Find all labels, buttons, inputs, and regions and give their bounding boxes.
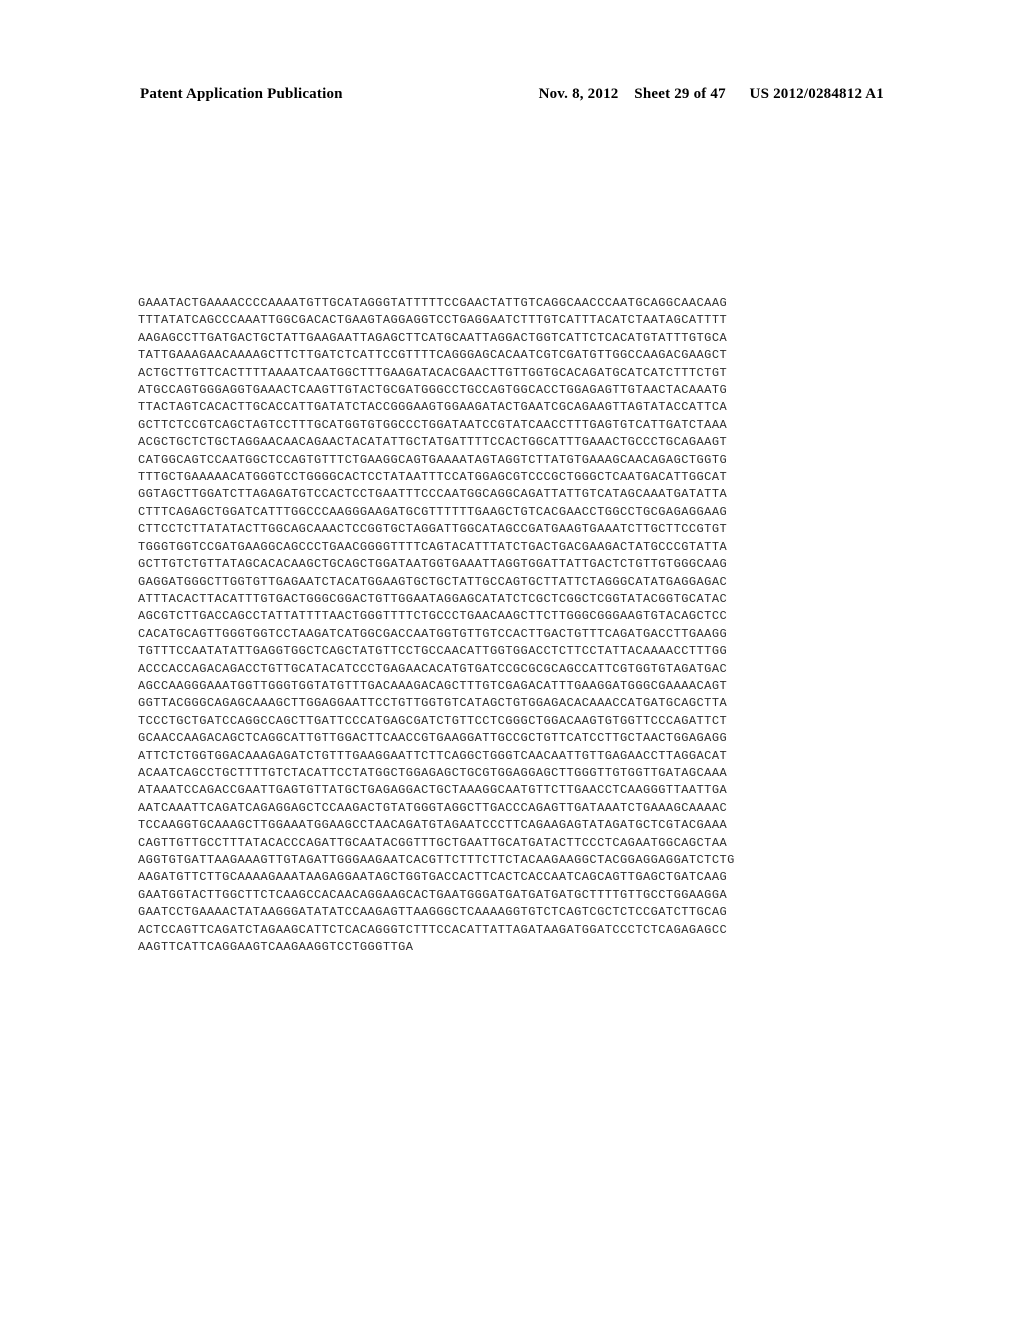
header-sheet: Sheet 29 of 47 [634, 86, 726, 102]
dna-sequence-block: GAAATACTGAAAACCCCAAAATGTTGCATAGGGTATTTTT… [138, 295, 884, 956]
header-right-block: Nov. 8, 2012 Sheet 29 of 47 US 2012/0284… [539, 86, 884, 103]
header-date: Nov. 8, 2012 [539, 86, 619, 102]
header: Patent Application Publication Nov. 8, 2… [0, 86, 1024, 110]
page: Patent Application Publication Nov. 8, 2… [0, 0, 1024, 1320]
header-left-title: Patent Application Publication [140, 86, 343, 103]
header-sheet-separator [622, 86, 630, 102]
header-pubno-separator [730, 86, 746, 102]
header-publication-number: US 2012/0284812 A1 [750, 86, 884, 102]
